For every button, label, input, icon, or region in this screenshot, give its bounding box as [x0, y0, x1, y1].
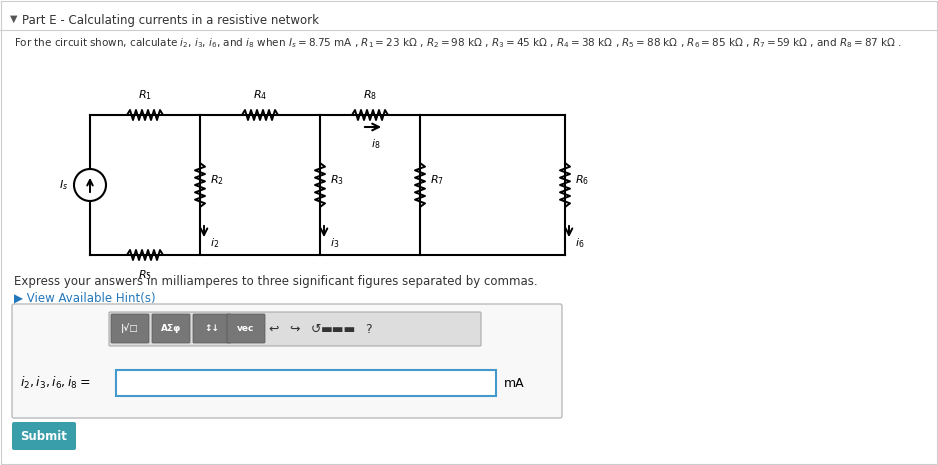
- Text: ↩: ↩: [269, 323, 280, 336]
- FancyBboxPatch shape: [193, 314, 231, 343]
- FancyBboxPatch shape: [109, 312, 481, 346]
- Text: mA: mA: [504, 377, 524, 390]
- Bar: [116, 370, 496, 396]
- Text: $R_7$: $R_7$: [430, 173, 444, 187]
- Text: ↪: ↪: [290, 323, 300, 336]
- Text: $i_2, i_3, i_6, i_8 =$: $i_2, i_3, i_6, i_8 =$: [20, 375, 90, 391]
- Text: For the circuit shown, calculate $i_2$, $i_3$, $i_6$, and $i_8$ when $I_s = 8.75: For the circuit shown, calculate $i_2$, …: [14, 36, 902, 50]
- Text: $R_3$: $R_3$: [330, 173, 344, 187]
- Text: $R_1$: $R_1$: [138, 88, 152, 102]
- FancyBboxPatch shape: [152, 314, 190, 343]
- Text: ↺: ↺: [310, 323, 321, 336]
- FancyBboxPatch shape: [111, 314, 149, 343]
- Text: ↕↓: ↕↓: [204, 324, 219, 332]
- Text: $I_s$: $I_s$: [59, 178, 68, 192]
- FancyBboxPatch shape: [12, 422, 76, 450]
- Text: ?: ?: [365, 323, 371, 336]
- Text: $R_2$: $R_2$: [210, 173, 224, 187]
- Text: Express your answers in milliamperes to three significant figures separated by c: Express your answers in milliamperes to …: [14, 275, 537, 288]
- Text: ▶ View Available Hint(s): ▶ View Available Hint(s): [14, 292, 156, 305]
- Text: |√□: |√□: [121, 323, 139, 333]
- FancyBboxPatch shape: [12, 304, 562, 418]
- Text: $R_6$: $R_6$: [575, 173, 589, 187]
- Text: $R_8$: $R_8$: [363, 88, 377, 102]
- Text: ▬▬▬: ▬▬▬: [321, 323, 356, 336]
- Text: $i_8$: $i_8$: [371, 137, 381, 151]
- Text: Submit: Submit: [21, 430, 68, 443]
- Text: $i_2$: $i_2$: [210, 236, 219, 250]
- Text: ▼: ▼: [10, 14, 18, 24]
- Text: $i_3$: $i_3$: [330, 236, 340, 250]
- Text: $i_6$: $i_6$: [575, 236, 584, 250]
- FancyBboxPatch shape: [227, 314, 265, 343]
- Text: Part E - Calculating currents in a resistive network: Part E - Calculating currents in a resis…: [22, 14, 319, 27]
- Text: $R_5$: $R_5$: [138, 268, 152, 282]
- Text: vec: vec: [237, 324, 255, 332]
- Text: ΑΣφ: ΑΣφ: [161, 324, 181, 332]
- Text: $R_4$: $R_4$: [253, 88, 267, 102]
